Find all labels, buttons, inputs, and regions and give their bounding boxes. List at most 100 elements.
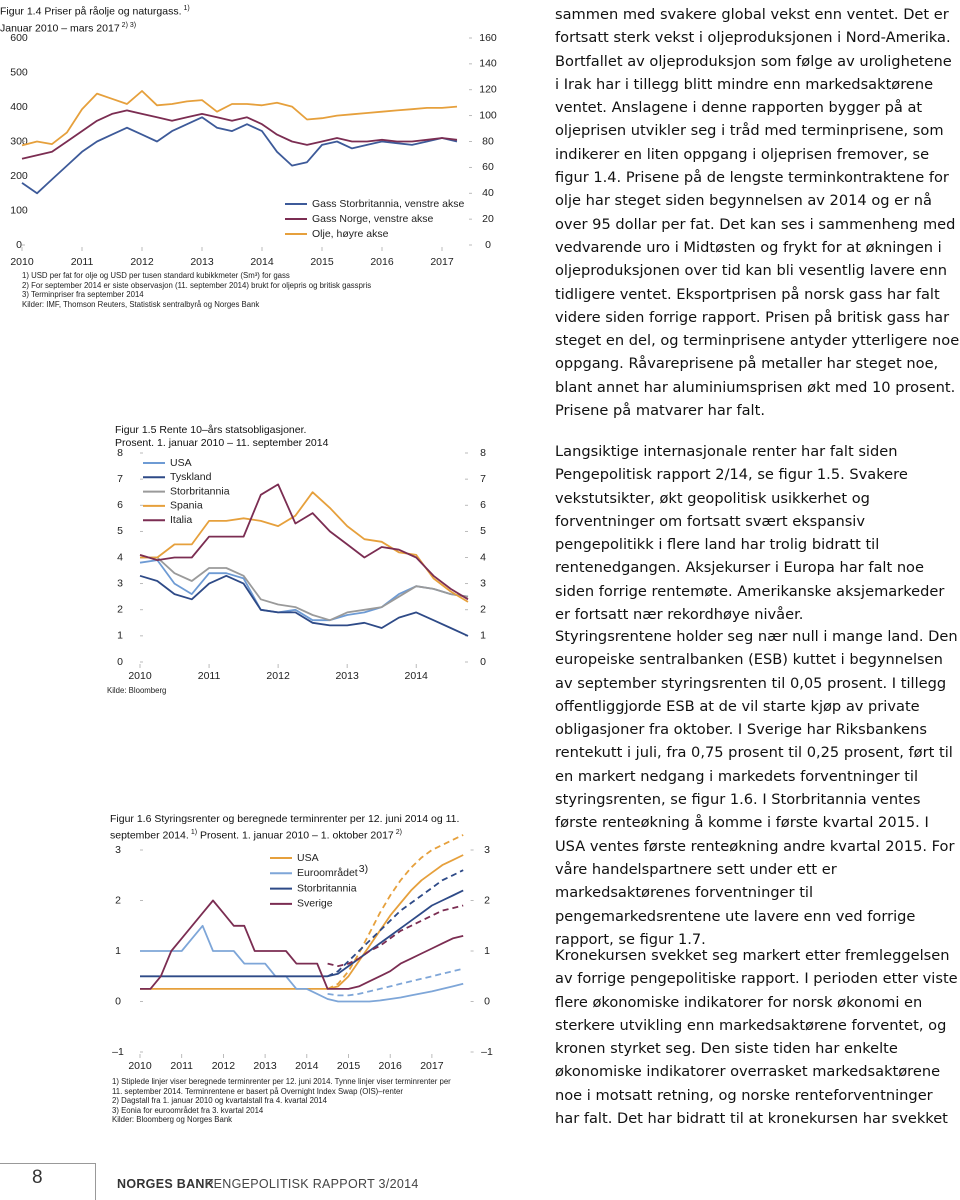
y2-tick-label: 0 <box>480 656 486 668</box>
paragraph: Styringsrentene holder seg nær null i ma… <box>555 628 958 948</box>
footnote-ref: 1) <box>190 829 198 836</box>
series-line <box>139 574 469 637</box>
footnote-ref: 2) 3) <box>121 21 137 29</box>
legend-label: USA <box>170 457 192 469</box>
figure-caption: Figur 1.6 Styringsrenter og beregnede te… <box>110 813 465 843</box>
y-tick-label: 4 <box>117 551 123 563</box>
brand: NORGES BANK <box>117 1177 215 1191</box>
legend-label: Tyskland <box>170 471 212 483</box>
x-tick-label: 2014 <box>295 1060 319 1072</box>
series-line <box>140 491 469 603</box>
paragraph: sammen med svakere global vekst enn vent… <box>555 6 960 420</box>
legend-label: Euroområdet <box>297 867 358 879</box>
y2-tick-label: 60 <box>482 161 494 173</box>
legend-label: Storbritannia <box>170 485 230 497</box>
x-tick-label: 2013 <box>335 670 359 682</box>
forward-line <box>327 869 464 978</box>
y2-tick-label: 6 <box>480 499 486 511</box>
y2-tick-label: 100 <box>479 109 497 121</box>
series-line <box>140 556 469 622</box>
series-line <box>21 90 458 147</box>
series-line <box>140 889 464 978</box>
y2-tick-label: 0 <box>485 239 491 251</box>
x-tick-label: 2017 <box>430 256 454 268</box>
y-tick-label: 1 <box>115 945 121 957</box>
footnote: 3) Terminpriser fra september 2014 <box>22 290 144 300</box>
figure-caption: Figur 1.4 Priser på råolje og naturgass.… <box>0 2 480 35</box>
x-tick-label: 2012 <box>130 256 154 268</box>
x-tick-label: 2015 <box>310 256 334 268</box>
y2-tick-label: 7 <box>480 473 486 485</box>
y2-tick-label: 40 <box>482 187 494 199</box>
y2-tick-label: 3 <box>484 844 490 856</box>
y-tick-label: 3 <box>115 844 121 856</box>
series-line <box>139 483 469 601</box>
y-tick-label: 600 <box>10 32 28 44</box>
y-tick-label: 2 <box>117 604 123 616</box>
footnote: 2) Dagstall fra 1. januar 2010 og kvarta… <box>112 1096 327 1106</box>
footnote: 3) Eonia for euroområdet fra 3. kvartal … <box>112 1105 264 1115</box>
legend-label: Spania <box>170 500 203 512</box>
y2-tick-label: 4 <box>480 551 486 563</box>
y2-tick-label: 2 <box>484 894 490 906</box>
footnote: 2) For september 2014 er siste observasj… <box>22 280 372 290</box>
figure-notes: 1) USD per fat for olje og USD per tusen… <box>22 271 492 309</box>
x-tick-label: 2016 <box>379 1060 403 1072</box>
x-tick-label: 2016 <box>370 256 394 268</box>
x-tick-label: 2010 <box>10 256 34 268</box>
x-tick-label: 2013 <box>190 256 214 268</box>
y-tick-label: 100 <box>10 204 28 216</box>
x-tick-label: 2014 <box>405 670 429 682</box>
legend-label: Storbritannia <box>297 882 357 894</box>
y-tick-label: 0 <box>115 995 121 1007</box>
y2-tick-label: –1 <box>481 1046 493 1058</box>
x-tick-label: 2017 <box>420 1060 444 1072</box>
figure-title: Figur 1.5 Rente 10–års statsobligasjoner… <box>115 424 307 436</box>
y2-tick-label: 140 <box>479 58 497 70</box>
y2-tick-label: 120 <box>479 84 497 96</box>
forward-line <box>327 904 464 968</box>
footnote-ref: 3) <box>359 863 368 875</box>
footnote-ref: 2) <box>395 829 403 836</box>
y-tick-label: 8 <box>117 447 123 459</box>
series-line <box>21 109 458 160</box>
y2-tick-label: 1 <box>484 945 490 957</box>
source: Kilder: IMF, Thomson Reuters, Statistisk… <box>22 299 260 309</box>
footer-rule <box>0 1163 96 1164</box>
figure-subtitle: Januar 2010 – mars 2017 <box>0 22 120 34</box>
x-tick-label: 2011 <box>71 256 94 268</box>
figure-subtitle: Prosent. 1. januar 2010 – 1. oktober 201… <box>199 829 394 842</box>
legend-label: Gass Norge, venstre akse <box>312 213 434 225</box>
charts: 0100200300400500600020406080100120140160… <box>10 32 497 1072</box>
y2-tick-label: 20 <box>482 213 494 225</box>
legend-label: Olje, høyre akse <box>312 228 389 240</box>
x-tick-label: 2012 <box>212 1060 236 1072</box>
legend-label: Gass Storbritannia, venstre akse <box>312 198 464 210</box>
source: Kilder: Bloomberg og Norges Bank <box>112 1115 233 1125</box>
figure-caption: Figur 1.5 Rente 10–års statsobligasjoner… <box>115 424 485 450</box>
y2-tick-label: 8 <box>480 447 486 459</box>
footnote: 1) Stiplede linjer viser beregnede termi… <box>112 1077 451 1096</box>
y-tick-label: 200 <box>10 170 28 182</box>
forward-line <box>327 834 464 990</box>
x-tick-label: 2011 <box>198 670 221 682</box>
y2-tick-label: 5 <box>480 525 486 537</box>
series-line <box>21 116 458 195</box>
x-tick-label: 2011 <box>170 1060 193 1072</box>
series-line <box>140 899 464 990</box>
legend-label: USA <box>297 852 319 864</box>
y-tick-label: 500 <box>10 66 28 78</box>
y-tick-label: 0 <box>16 239 22 251</box>
figure-title: Figur 1.4 Priser på råolje og naturgass. <box>0 5 182 18</box>
x-tick-label: 2010 <box>128 1060 152 1072</box>
forward-line <box>327 967 464 997</box>
y-tick-label: 0 <box>117 656 123 668</box>
x-tick-label: 2012 <box>266 670 290 682</box>
y-tick-label: 7 <box>117 473 123 485</box>
legend-label: Italia <box>170 514 192 526</box>
figure-subtitle: Prosent. 1. januar 2010 – 11. september … <box>115 437 329 449</box>
y2-tick-label: 3 <box>480 577 486 589</box>
y-tick-label: –1 <box>112 1046 124 1058</box>
y2-tick-label: 1 <box>480 630 486 642</box>
